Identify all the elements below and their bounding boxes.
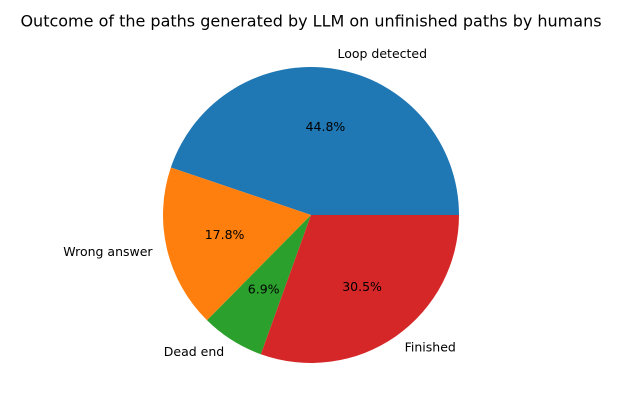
pie-slice xyxy=(260,215,459,364)
value-label: 17.8% xyxy=(205,227,245,242)
value-label: 30.5% xyxy=(342,279,382,294)
chart-title: Outcome of the paths generated by LLM on… xyxy=(20,12,601,31)
value-label: 44.8% xyxy=(306,119,346,134)
slice-label: Loop detected xyxy=(337,46,427,61)
pie-slice xyxy=(162,167,311,321)
slice-label: Wrong answer xyxy=(63,244,153,259)
slice-label: Dead end xyxy=(164,344,224,359)
pie-slice xyxy=(207,215,311,355)
value-label: 6.9% xyxy=(248,282,280,297)
pie-slice xyxy=(170,66,459,215)
slice-label: Finished xyxy=(405,340,456,355)
